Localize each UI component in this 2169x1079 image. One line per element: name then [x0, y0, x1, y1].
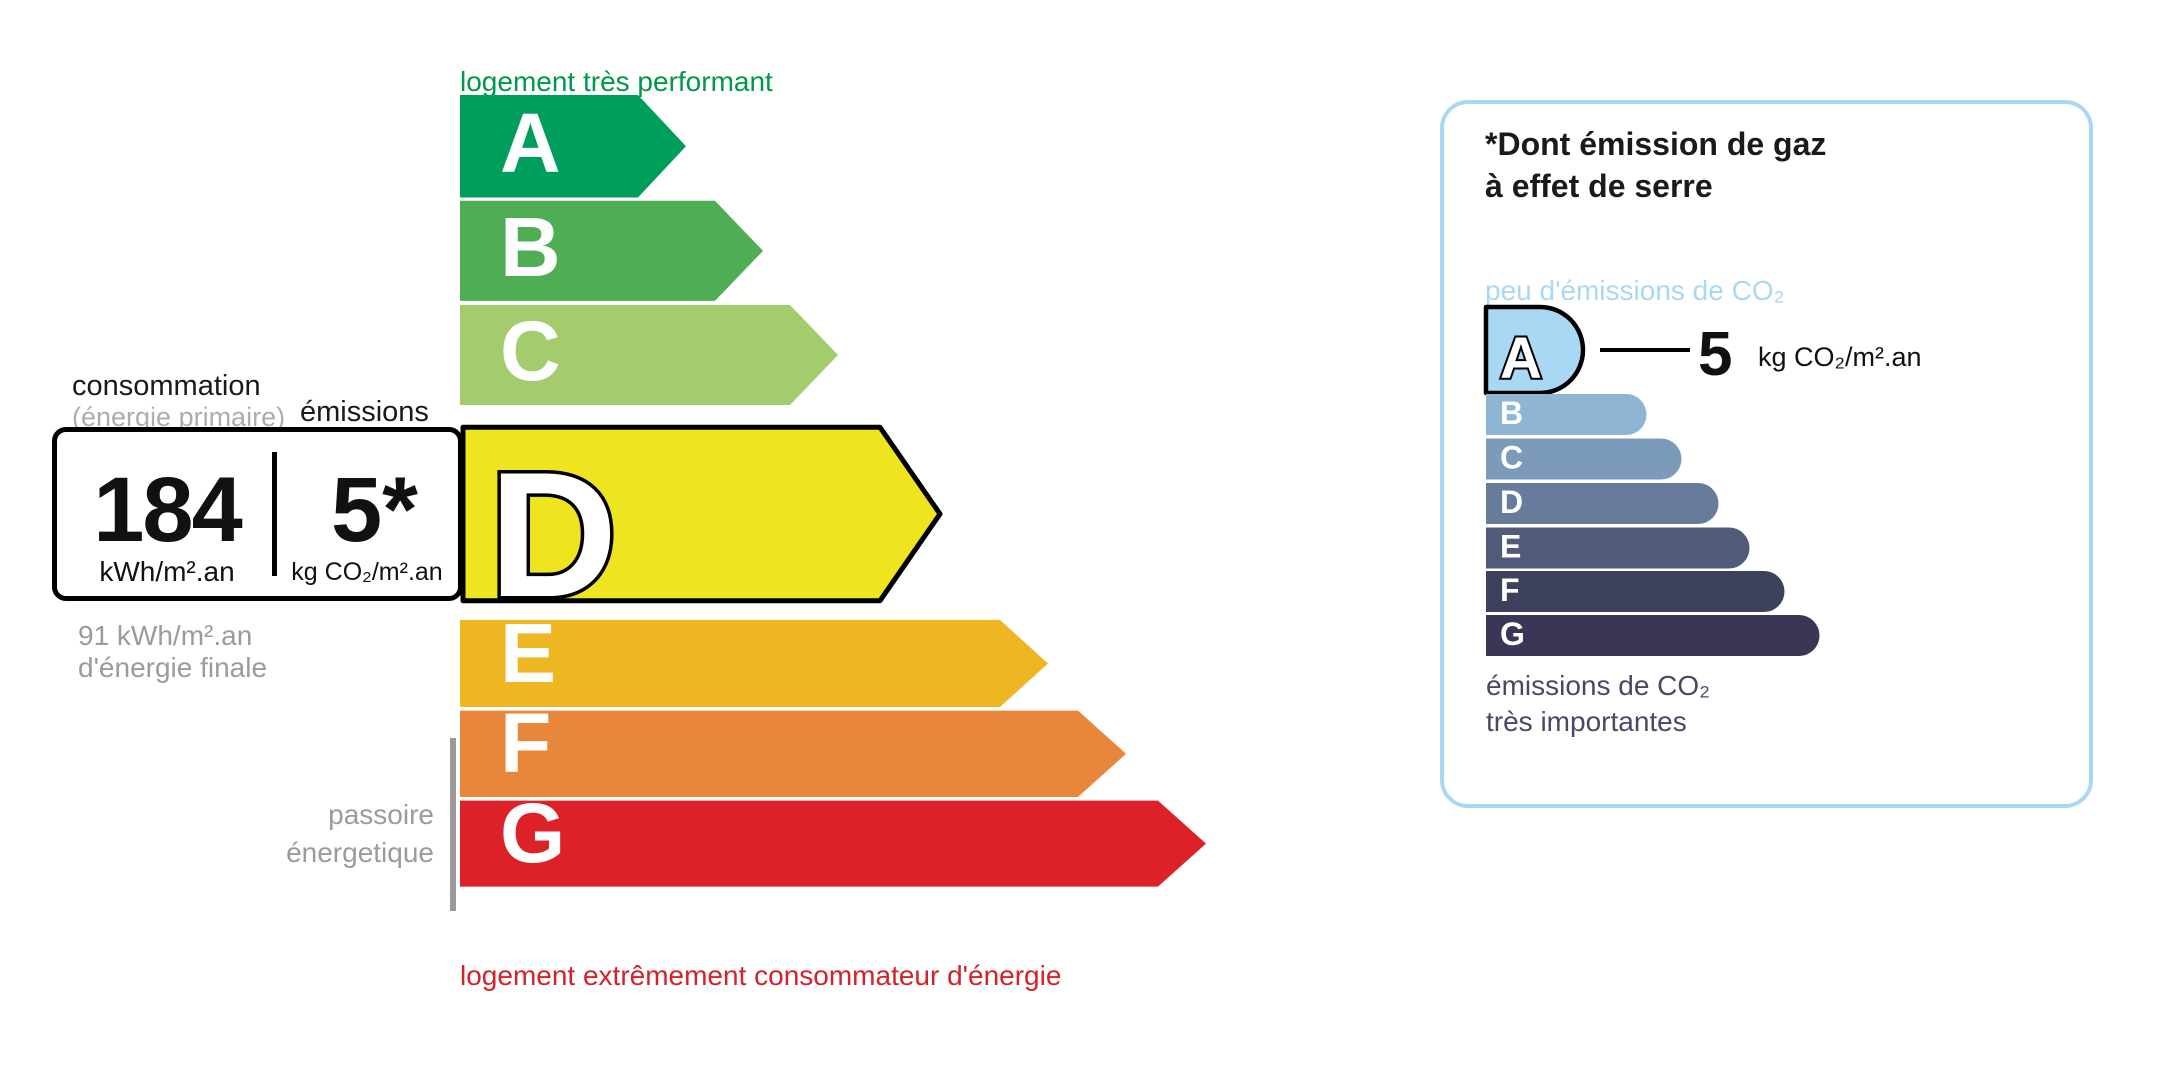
svg-text:G: G — [1500, 616, 1525, 652]
svg-text:D: D — [1500, 484, 1523, 520]
svg-text:B: B — [1500, 395, 1523, 431]
svg-text:F: F — [1500, 572, 1520, 608]
svg-text:5: 5 — [1698, 320, 1732, 389]
svg-text:C: C — [1500, 440, 1523, 476]
svg-text:A: A — [1500, 326, 1542, 391]
svg-text:kg CO₂/m².an: kg CO₂/m².an — [1758, 342, 1922, 372]
svg-text:E: E — [1500, 529, 1521, 565]
